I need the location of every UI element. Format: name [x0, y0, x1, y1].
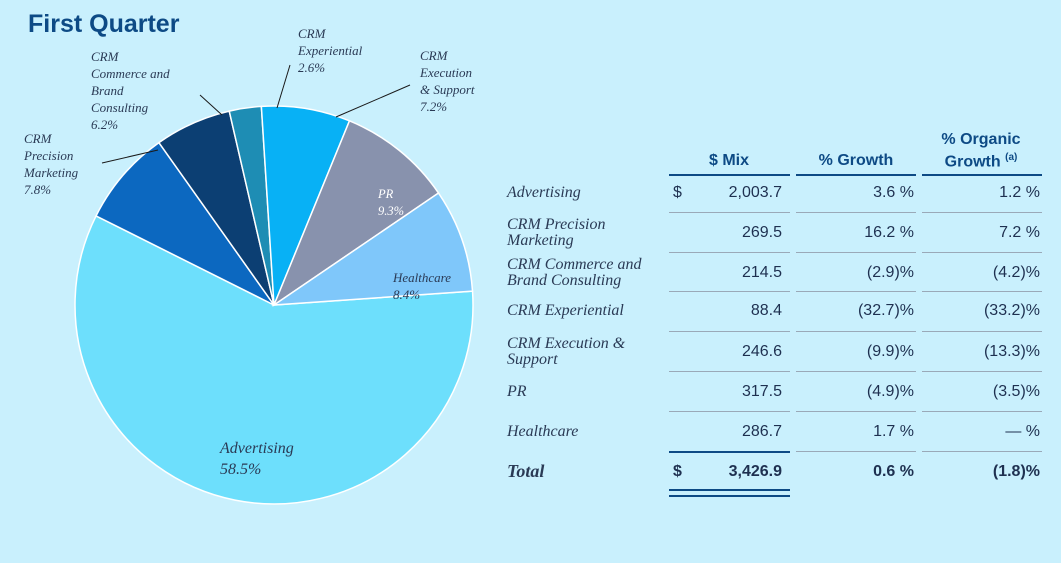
label-healthcare: Healthcare 8.4%: [393, 270, 451, 302]
label-precision: CRM Precision Marketing 7.8%: [24, 131, 79, 197]
label-commerce: CRM Commerce and Brand Consulting 6.2%: [91, 49, 170, 132]
pie-slice-advertising: [74, 214, 474, 505]
page-title: First Quarter: [28, 10, 180, 38]
leader-line-experiential: [276, 64, 291, 109]
leader-line-commerce: [199, 94, 223, 116]
label-experiential: CRM Experiential 2.6%: [298, 26, 363, 75]
leader-line-precision: [101, 149, 159, 164]
pie-slice-pr: [272, 119, 440, 308]
label-pr: PR 9.3%: [378, 187, 405, 218]
label-execution: CRM Execution & Support 7.2%: [420, 48, 475, 114]
pie-slice-healthcare: [271, 191, 474, 306]
leader-line-execution: [335, 84, 411, 118]
label-advertising: Advertising 58.5%: [220, 440, 294, 478]
pie-slice-crm-precision-marketing: [95, 141, 275, 306]
